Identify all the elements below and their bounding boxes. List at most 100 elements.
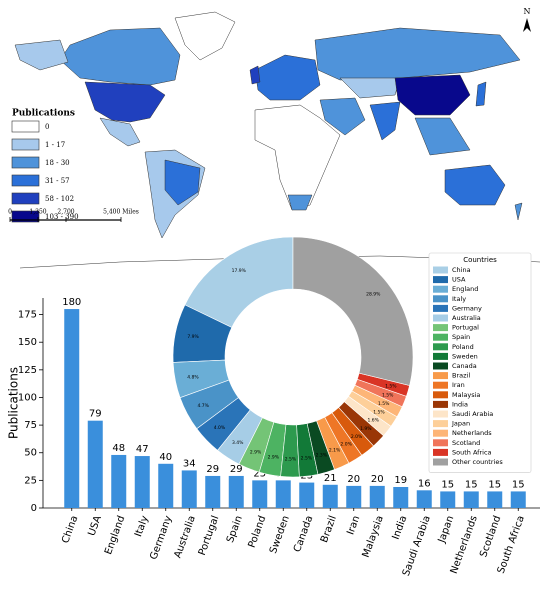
bar <box>228 475 244 508</box>
value-label: 25 <box>253 468 266 479</box>
slice-label: 2.0% <box>351 434 363 440</box>
new-zealand <box>514 202 523 221</box>
legend-swatch <box>433 343 448 351</box>
legend-label: Netherlands <box>452 429 492 437</box>
legend-swatch <box>433 429 448 437</box>
slice-label: 2.5% <box>285 456 297 462</box>
legend-title: Countries <box>463 256 497 264</box>
slice-label: 2.5% <box>301 456 313 462</box>
legend-label: Australia <box>452 314 481 322</box>
greenland <box>174 11 236 61</box>
legend-swatch <box>433 391 448 399</box>
legend-label: Italy <box>452 295 466 303</box>
uk <box>249 65 261 85</box>
slice-label: 17.9% <box>232 268 247 274</box>
x-tick-label: Italy <box>133 514 151 538</box>
bar <box>416 490 432 508</box>
value-label: 180 <box>62 297 81 308</box>
value-label: 20 <box>371 474 384 485</box>
map-legend-swatch <box>11 120 40 133</box>
legend-swatch <box>433 458 448 466</box>
slice-label: 2.9% <box>268 455 280 461</box>
south-africa <box>287 194 313 211</box>
bar <box>463 491 479 508</box>
x-tick-label: Scotland <box>478 514 503 559</box>
value-label: 20 <box>347 474 360 485</box>
map-legend-label: 58 - 102 <box>45 195 74 203</box>
scale-label: 5,400 Miles <box>103 209 139 216</box>
legend-swatch <box>433 372 448 380</box>
map-legend-swatch <box>11 210 40 223</box>
y-tick-label: 175 <box>18 310 37 321</box>
legend-label: South Africa <box>452 448 492 456</box>
slice-label: 2.1% <box>329 448 341 454</box>
x-tick-label: India <box>391 514 410 541</box>
legend-swatch <box>433 314 448 322</box>
value-label: 79 <box>89 409 102 420</box>
y-tick-label: 25 <box>24 475 37 486</box>
map-legend-label: 18 - 30 <box>45 159 70 167</box>
y-tick-label: 0 <box>31 503 37 514</box>
x-tick-label: Iran <box>345 514 362 536</box>
y-tick-label: 50 <box>24 448 37 459</box>
legend-swatch <box>433 381 448 389</box>
x-tick-label: England <box>103 514 127 556</box>
slice-label: 2.3% <box>316 452 328 458</box>
bar <box>322 484 338 508</box>
x-tick-label: Sweden <box>268 514 292 555</box>
usa <box>84 81 166 123</box>
legend-label: Brazil <box>452 372 470 380</box>
map-legend-label: 103 - 390 <box>45 213 79 221</box>
y-tick-label: 100 <box>18 392 37 403</box>
mexico <box>99 117 141 147</box>
legend-swatch <box>433 324 448 332</box>
value-label: 48 <box>112 443 125 454</box>
legend-swatch <box>433 362 448 370</box>
legend-swatch <box>433 439 448 447</box>
map-legend-title: Publications <box>12 109 75 119</box>
value-label: 21 <box>324 473 337 484</box>
map-legend-swatch <box>11 192 40 205</box>
legend-label: USA <box>452 276 466 284</box>
x-tick-label: USA <box>86 514 103 537</box>
bar <box>393 487 409 508</box>
value-label: 40 <box>159 452 172 463</box>
map-legend-label: 31 - 57 <box>45 177 70 185</box>
value-label: 15 <box>465 479 478 490</box>
legend-swatch <box>433 285 448 293</box>
china <box>394 74 471 116</box>
europe <box>254 54 321 101</box>
map-legend-swatch <box>11 156 40 169</box>
central-asia <box>339 77 401 99</box>
slice-label: 7.9% <box>187 334 199 340</box>
north-arrow-shape <box>523 18 531 32</box>
bar <box>440 491 456 508</box>
legend-swatch <box>433 304 448 312</box>
legend-label: Scotland <box>452 439 480 447</box>
slice-label: 2.9% <box>250 449 262 455</box>
legend-swatch <box>433 420 448 428</box>
bar <box>87 420 103 508</box>
legend-label: Poland <box>452 343 474 351</box>
x-tick-label: China <box>60 514 80 545</box>
value-label: 15 <box>441 479 454 490</box>
pie-slice <box>292 236 414 386</box>
value-label: 19 <box>394 475 407 486</box>
legend-swatch <box>433 333 448 341</box>
value-label: 15 <box>512 479 525 490</box>
legend-label: Saudi Arabia <box>452 410 493 418</box>
legend-swatch <box>433 448 448 456</box>
middle-east <box>319 97 366 136</box>
map-legend-label: 0 <box>45 123 49 131</box>
japan <box>475 81 487 107</box>
bar <box>346 485 362 508</box>
x-tick-label: Malaysia <box>361 514 386 559</box>
legend-swatch <box>433 276 448 284</box>
map-legend-label: 1 - 17 <box>45 141 65 149</box>
slice-label: 1.9% <box>360 426 372 432</box>
value-label: 34 <box>183 458 196 469</box>
value-label: 47 <box>136 444 149 455</box>
map-legend-swatch <box>11 138 40 151</box>
y-tick-label: 150 <box>18 337 37 348</box>
bar <box>510 491 526 508</box>
